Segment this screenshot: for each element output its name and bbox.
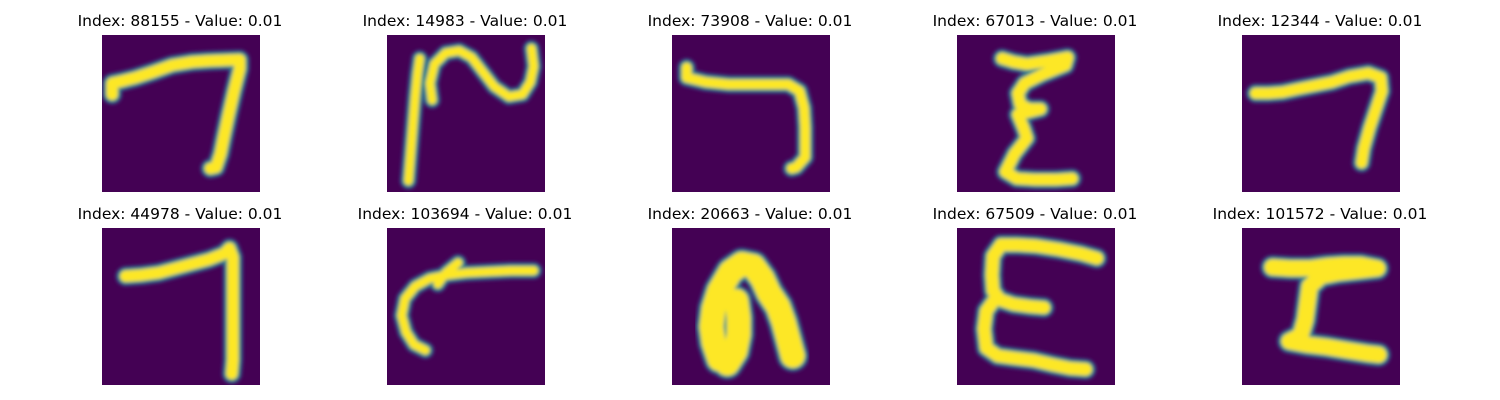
digit-image [1242,228,1400,385]
panel-6: Index: 44978 - Value: 0.01 [30,193,330,385]
digit-svg [102,35,260,192]
panel-9: Index: 67509 - Value: 0.01 [885,193,1185,385]
panel-3: Index: 73908 - Value: 0.01 [600,0,900,192]
digit-image [957,228,1115,385]
stroke-core [977,292,1092,376]
panel-1: Index: 88155 - Value: 0.01 [30,0,330,192]
panel-title: Index: 73908 - Value: 0.01 [647,12,853,30]
digit-svg [672,35,830,192]
panel-title: Index: 88155 - Value: 0.01 [77,12,283,30]
panel-7: Index: 103694 - Value: 0.01 [315,193,615,385]
digit-image [387,35,545,192]
panel-5: Index: 12344 - Value: 0.01 [1170,0,1470,192]
digit-svg [957,35,1115,192]
stroke-core [425,44,538,105]
stroke-core [106,54,246,175]
panel-8: Index: 20663 - Value: 0.01 [600,193,900,385]
digit-svg [957,228,1115,385]
digit-image [102,35,260,192]
digit-image [957,35,1115,192]
panel-title: Index: 67013 - Value: 0.01 [932,12,1138,30]
panel-title: Index: 12344 - Value: 0.01 [1217,12,1423,30]
stroke-core [699,252,805,371]
stroke-core [404,54,424,185]
digit-svg [387,35,545,192]
digit-image [672,228,830,385]
stroke-core [1250,67,1388,169]
panel-title: Index: 103694 - Value: 0.01 [357,205,573,223]
panel-title: Index: 101572 - Value: 0.01 [1212,205,1428,223]
digit-image [387,228,545,385]
panel-title: Index: 14983 - Value: 0.01 [362,12,568,30]
stroke-core [715,289,751,376]
digit-svg [387,228,545,385]
digit-svg [102,228,260,385]
digit-image [1242,35,1400,192]
digit-image [672,35,830,192]
stroke-core [397,266,538,355]
digit-image [102,228,260,385]
panel-4: Index: 67013 - Value: 0.01 [885,0,1185,192]
panel-title: Index: 20663 - Value: 0.01 [647,205,853,223]
digit-svg [1242,35,1400,192]
panel-title: Index: 44978 - Value: 0.01 [77,205,283,223]
image-background [387,228,545,385]
panel-2: Index: 14983 - Value: 0.01 [315,0,615,192]
panel-title: Index: 67509 - Value: 0.01 [932,205,1138,223]
panel-10: Index: 101572 - Value: 0.01 [1170,193,1470,385]
stroke-core [985,238,1104,314]
stroke-core [681,62,810,174]
stroke-core [996,51,1078,186]
stroke-core [433,258,463,289]
digit-svg [1242,228,1400,385]
digit-svg [672,228,830,385]
stroke-core [1264,257,1387,363]
stroke-core [120,242,239,380]
